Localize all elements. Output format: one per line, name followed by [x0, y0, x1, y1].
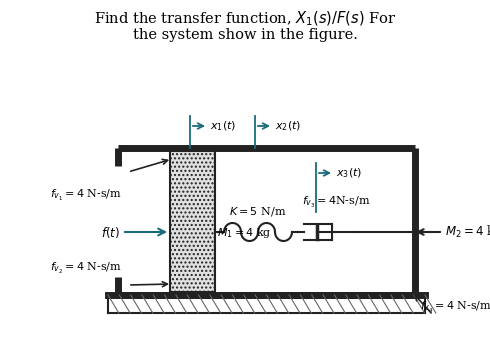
Text: $\mathit{f}_{v_4} = 4$ N-s/m: $\mathit{f}_{v_4} = 4$ N-s/m	[420, 300, 490, 315]
Text: $x_2(t)$: $x_2(t)$	[275, 119, 301, 133]
Text: $f(t)$: $f(t)$	[101, 224, 120, 240]
Bar	[170, 151, 215, 292]
Text: $K= 5$ N/m: $K= 5$ N/m	[229, 205, 287, 218]
Text: $\mathit{f}_{v_1} = 4$ N-s/m: $\mathit{f}_{v_1} = 4$ N-s/m	[50, 188, 122, 202]
Text: $\mathit{f}_{v_3} = 4$N-s/m: $\mathit{f}_{v_3} = 4$N-s/m	[302, 195, 370, 210]
Text: the system show in the figure.: the system show in the figure.	[133, 28, 357, 42]
Text: $x_3(t)$: $x_3(t)$	[336, 166, 362, 180]
Text: $M_1 = 4$ kg: $M_1 = 4$ kg	[217, 226, 271, 240]
Text: $x_1(t)$: $x_1(t)$	[210, 119, 236, 133]
Text: $\mathit{f}_{v_2} = 4$ N-s/m: $\mathit{f}_{v_2} = 4$ N-s/m	[50, 261, 122, 275]
Text: Find the transfer function, $X_1(s)/F(s)$ For: Find the transfer function, $X_1(s)/F(s)…	[94, 10, 396, 28]
Text: $M_2 = 4$ kg: $M_2 = 4$ kg	[445, 223, 490, 240]
